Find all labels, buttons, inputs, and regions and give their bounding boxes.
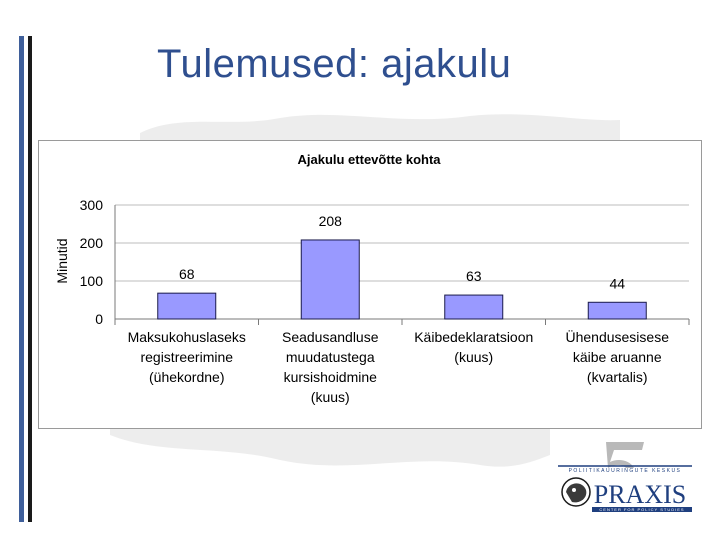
left-dark-bar: [28, 36, 32, 522]
category-label-3: Ühendusesisese käibe aruanne (kvartalis): [565, 328, 669, 385]
category-label-2: Käibedeklaratsioon (kuus): [414, 329, 533, 365]
background-decoration-bottom: [110, 425, 550, 467]
category-label-line: (kuus): [454, 349, 493, 365]
slide-title: Tulemused: ajakulu: [157, 42, 512, 86]
logo-five-mark: [606, 442, 644, 468]
category-label-line: registreerimine: [140, 349, 233, 365]
y-axis-label: Minutid: [54, 238, 70, 283]
category-label-line: Seadusandluse: [282, 329, 379, 345]
category-label-line: Käibedeklaratsioon: [414, 329, 533, 345]
category-label-line: Maksukohuslaseks: [128, 329, 246, 345]
logo-top-line: POLIITIKAUURINGUTE KESKUS: [569, 468, 682, 474]
category-label-line: kursishoidmine: [284, 369, 378, 385]
bar-value-label-3: 44: [609, 275, 625, 291]
logo-bottom-line: CENTER FOR POLICY STUDIES: [599, 507, 684, 512]
bar-2: [444, 294, 504, 320]
chart-bars: [157, 239, 647, 320]
category-label-line: (kvartalis): [587, 369, 648, 385]
category-label-line: (kuus): [311, 389, 350, 405]
praxis-logo: POLIITIKAUURINGUTE KESKUS PRAXIS CENTER …: [558, 442, 692, 512]
left-accent-bar: [19, 36, 24, 522]
lion-icon: [561, 477, 591, 507]
chart-container: Ajakulu ettevõtte kohta Minutid 0 100 200 3…: [38, 140, 702, 429]
bar-chart: Ajakulu ettevõtte kohta Minutid 0 100 200 3…: [54, 152, 690, 405]
y-tick-label-2: 200: [80, 235, 104, 251]
category-label-line: Ühendusesisese: [565, 328, 669, 345]
category-label-line: käibe aruanne: [573, 349, 662, 365]
category-label-line: (ühekordne): [149, 369, 225, 385]
category-label-0: Maksukohuslaseks registreerimine (ühekordn…: [128, 329, 246, 385]
chart-title: Ajakulu ettevõtte kohta: [297, 152, 441, 167]
bar-1: [300, 239, 360, 320]
chart-labels: 0 100 200 300 68 Maksukohuslaseks registreerim…: [80, 197, 670, 405]
bar-value-label-0: 68: [179, 266, 195, 282]
bar-value-label-2: 63: [466, 268, 482, 284]
category-label-1: Seadusandluse muudatustega kursishoidmine (…: [282, 329, 379, 405]
logo-wordmark: PRAXIS: [594, 480, 686, 509]
category-label-line: muudatustega: [286, 349, 375, 365]
y-tick-label-1: 100: [80, 273, 104, 289]
bar-0: [157, 292, 217, 320]
y-tick-label-3: 300: [80, 197, 104, 213]
bar-3: [587, 301, 647, 320]
y-tick-label-0: 0: [95, 311, 103, 327]
background-decoration-top: [140, 114, 620, 148]
bar-value-label-1: 208: [319, 213, 343, 229]
